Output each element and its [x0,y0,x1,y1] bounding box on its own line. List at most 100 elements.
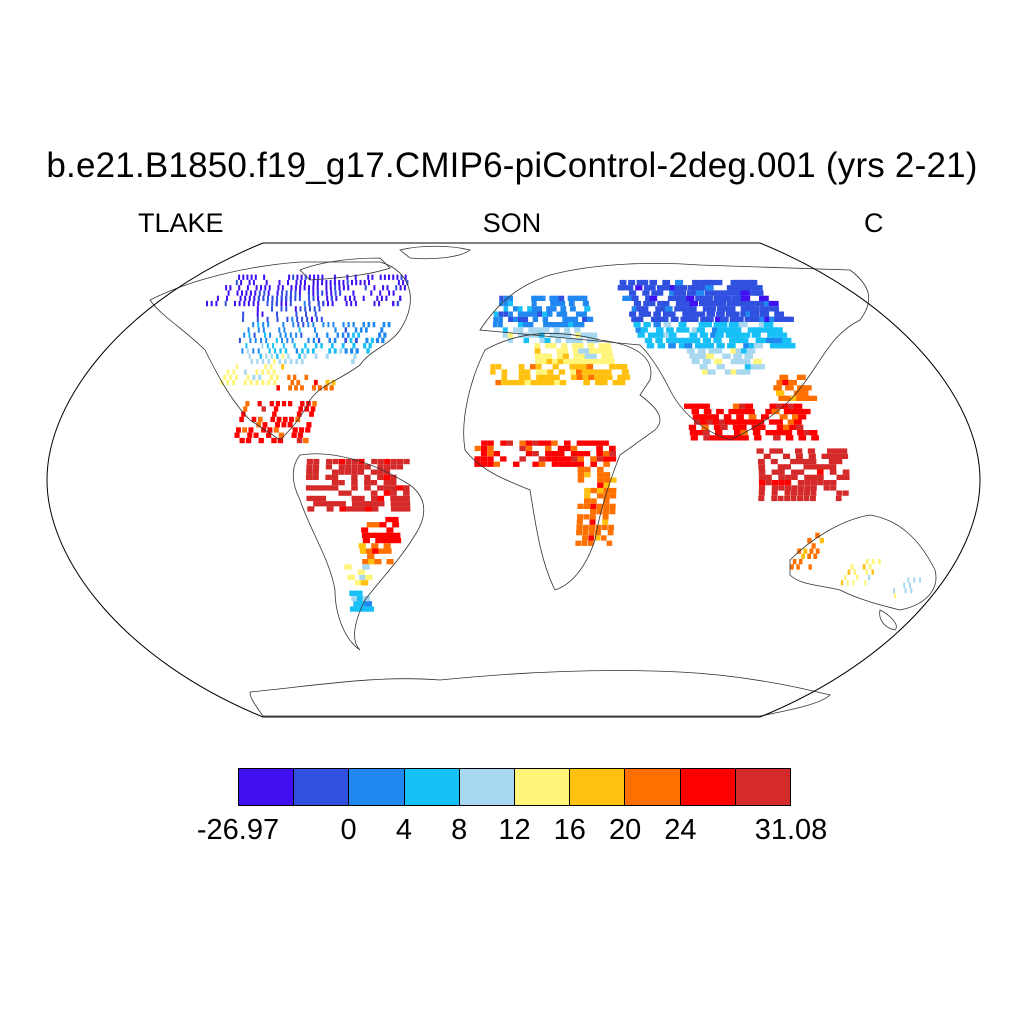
lake-cell [815,532,820,538]
lake-cell [547,374,554,380]
lake-cell [708,348,717,354]
lake-cell [793,419,802,425]
lake-cell [268,348,271,354]
lake-cell [792,414,801,420]
lake-cell [745,403,754,409]
lake-cell [782,379,791,386]
lake-cell [784,485,791,491]
lake-cell [351,480,358,486]
lake-cell [308,285,310,291]
lake-cell [692,337,701,344]
lake-cell [308,274,311,280]
lake-cell [347,332,350,338]
lake-cell [265,337,268,344]
lake-cell [546,358,553,365]
lake-cell [317,300,320,307]
lake-cell [587,343,595,349]
lake-cell [829,464,837,470]
lake-cell [577,461,585,467]
lake-cell [600,379,608,386]
lake-cell [712,419,721,425]
lake-cell [573,322,580,328]
lake-cell [768,419,777,425]
lake-cell [241,290,243,296]
lake-cell [707,306,717,312]
lake-cell [694,419,702,425]
lake-cell [676,337,685,344]
lake-cell [596,445,603,452]
lake-cell [609,503,616,509]
lake-cell [351,458,358,465]
lake-cell [390,485,397,491]
lake-cell [706,419,714,425]
lake-cell [702,430,710,436]
colorbar-tick-label: 0 [340,814,357,846]
lake-cell [506,440,513,446]
lake-cell [339,348,343,354]
lake-cell [601,353,608,359]
lake-cell [546,306,552,312]
lake-cell [322,300,325,307]
lake-cell [307,337,310,344]
lake-cell [355,606,364,612]
lake-cell [749,316,759,322]
lake-cell [527,311,533,317]
lake-cell [681,327,690,333]
lake-cell [740,311,750,317]
lake-cell [871,559,875,565]
lake-cell [833,448,841,454]
lake-cell [810,474,818,480]
lake-cell [281,401,287,407]
lake-cell [785,385,794,391]
lake-cell [229,285,232,291]
lake-cell [354,337,358,344]
lake-cell [390,480,397,486]
lake-cell [345,506,353,512]
lake-cell [651,316,659,322]
lake-cell [663,332,672,338]
lake-cell [775,390,785,396]
lake-cell [235,279,238,286]
lake-cell [590,461,597,467]
lake-cell [595,530,601,536]
lake-cell [384,548,392,554]
lake-cell [293,343,296,349]
lake-cell [641,306,649,312]
lake-cell [540,358,547,365]
lake-cell [555,337,562,344]
lake-cell [266,316,269,322]
lake-cell [258,374,262,380]
lake-cell [577,456,584,462]
lake-cell [362,295,365,301]
lake-cell [623,374,631,380]
lake-cell [264,332,266,338]
lake-cell [397,501,404,507]
lake-cell [734,408,743,415]
lake-cell [810,464,817,470]
lake-cell [275,374,279,380]
lake-cell [605,374,613,380]
lake-cell [291,432,297,438]
lake-cell [310,406,316,412]
lake-cell [351,279,353,286]
lake-cell [712,327,721,333]
lake-cell [285,306,288,312]
lake-cell [480,456,488,462]
colorbar-tick-label: 20 [608,814,642,846]
lake-cell [252,374,256,380]
lake-cell [498,311,504,317]
lake-cell [315,316,318,322]
lake-cell [784,480,792,486]
lake-cell [404,274,407,280]
lake-cell [368,559,376,565]
colorbar-swatch [515,769,571,805]
lake-cell [758,474,766,480]
lake-cell [562,316,569,322]
lake-cell [558,461,565,467]
lake-cell [352,322,355,328]
lake-cell [242,274,245,280]
lake-cell [358,501,366,507]
lake-cell [590,509,597,515]
lake-cell [503,300,509,307]
lake-cell [697,348,706,354]
